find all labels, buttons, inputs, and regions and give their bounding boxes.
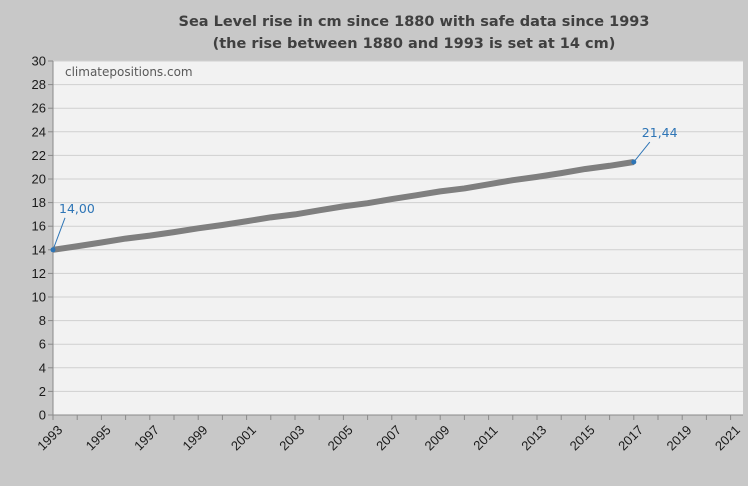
- y-tick-label: 20: [32, 172, 46, 187]
- y-tick-label: 24: [32, 124, 46, 139]
- x-tick-label: 1997: [131, 422, 162, 453]
- x-axis-ticks: 1993 1995 1997 1999 2001 2003 2005 2007 2009 2011…: [34, 415, 743, 453]
- x-tick-label: 1999: [179, 422, 210, 453]
- x-tick-label: 2013: [518, 422, 549, 453]
- x-tick-label: 1993: [34, 422, 65, 453]
- y-tick-label: 18: [32, 195, 46, 210]
- y-tick-label: 14: [32, 242, 46, 257]
- data-label: 21,44: [642, 125, 678, 140]
- x-tick-label: 2017: [615, 422, 646, 453]
- plot-area: [53, 61, 743, 415]
- x-tick-label: 2011: [470, 423, 500, 453]
- y-tick-label: 0: [39, 408, 46, 423]
- y-tick-label: 28: [32, 77, 46, 92]
- y-tick-label: 2: [39, 384, 46, 399]
- chart-subtitle: (the rise between 1880 and 1993 is set a…: [213, 36, 616, 52]
- chart-title: Sea Level rise in cm since 1880 with saf…: [179, 14, 650, 30]
- y-tick-label: 6: [39, 337, 46, 352]
- x-tick-label: 2009: [421, 422, 452, 453]
- annotation-point-marker: [50, 247, 56, 253]
- x-tick-label: 2001: [228, 422, 259, 453]
- x-tick-label: 2019: [663, 422, 694, 453]
- y-tick-label: 30: [32, 54, 46, 69]
- y-tick-label: 8: [39, 313, 46, 328]
- x-tick-label: 2015: [567, 422, 598, 453]
- y-tick-label: 12: [32, 266, 46, 281]
- x-tick-label: 2003: [276, 422, 307, 453]
- data-label: 14,00: [59, 201, 95, 216]
- y-tick-label: 26: [32, 101, 46, 116]
- annotation-leader-line: [52, 217, 66, 250]
- annotations-group: 14,00 21,44: [50, 125, 678, 253]
- x-tick-label: 2007: [373, 422, 404, 453]
- annotation-leader-line: [633, 141, 651, 163]
- annotation-point-marker: [631, 159, 637, 165]
- y-tick-label: 22: [32, 148, 46, 163]
- y-tick-label: 4: [39, 360, 46, 375]
- x-tick-label: 2005: [325, 422, 356, 453]
- series-group: [52, 159, 635, 253]
- gridlines: [53, 60, 743, 416]
- y-tick-label: 16: [32, 219, 46, 234]
- x-tick-label: 1995: [83, 422, 114, 453]
- x-tick-label: 2021: [712, 422, 743, 453]
- watermark-text: climatepositions.com: [65, 65, 193, 79]
- y-tick-label: 10: [32, 290, 46, 305]
